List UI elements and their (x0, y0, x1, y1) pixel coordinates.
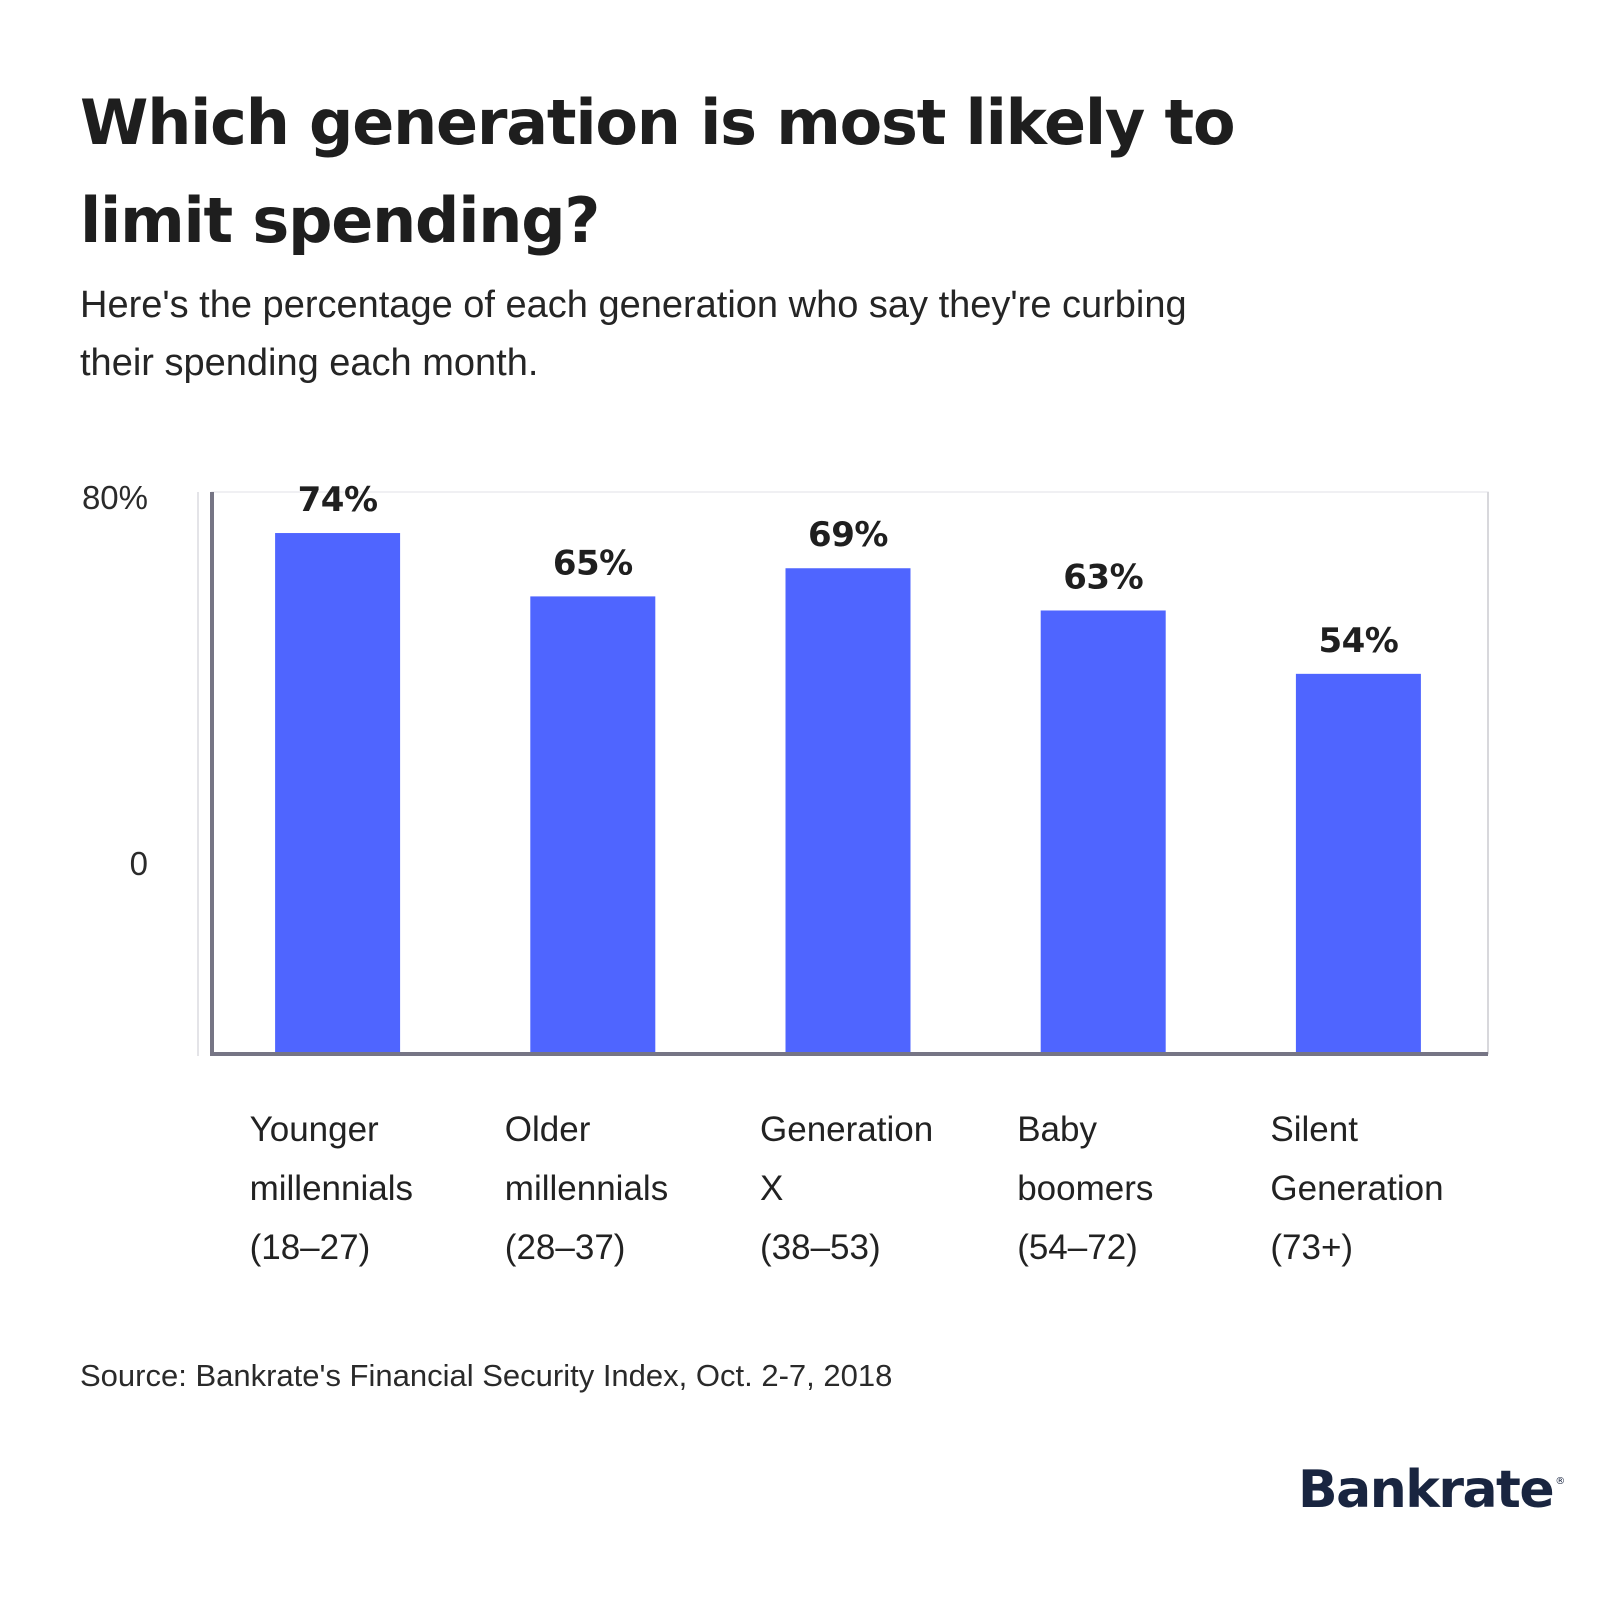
chart-subtitle: Here's the percentage of each generation… (80, 284, 1187, 384)
x-axis-labels: Younger millennials (18–27) Older millennial… (250, 1110, 1444, 1267)
x-tick-label: Silent Generation (73+) (1270, 1110, 1443, 1267)
x-tick-label: Generation X (38–53) (760, 1110, 933, 1267)
x-tick-label-line: Older (505, 1110, 591, 1149)
x-tick-label-line: Baby (1017, 1110, 1097, 1149)
x-tick-label: Older millennials (28–37) (505, 1110, 668, 1267)
bar-chart: 80% 0 74% 65% 69% 63% 54% Younger millennials (… (82, 479, 1489, 1267)
x-tick-label-line: millennials (250, 1169, 413, 1208)
y-tick-label: 0 (130, 845, 148, 882)
x-tick-label-line: (73+) (1270, 1228, 1353, 1267)
y-axis-ticks: 80% 0 (82, 479, 148, 882)
registered-mark: ® (1555, 1476, 1565, 1487)
x-tick-label-line: millennials (505, 1169, 668, 1208)
x-tick-label-line: (18–27) (250, 1228, 371, 1267)
x-tick-label-line: (38–53) (760, 1228, 881, 1267)
x-tick-label-line: boomers (1017, 1169, 1153, 1208)
value-labels: 74% 65% 69% 63% 54% (298, 480, 1399, 661)
value-label: 54% (1318, 621, 1398, 661)
bar (1295, 673, 1421, 1054)
x-tick-label: Baby boomers (54–72) (1017, 1110, 1153, 1267)
bar (785, 568, 911, 1054)
logo-text: Bankrate (1298, 1460, 1555, 1520)
x-tick-label-line: X (760, 1169, 783, 1208)
x-tick-label-line: (28–37) (505, 1228, 626, 1267)
axes (210, 492, 1488, 1056)
bankrate-logo: Bankrate ® (1298, 1460, 1565, 1520)
value-label: 74% (298, 480, 378, 520)
x-tick-label-line: Generation (1270, 1169, 1443, 1208)
x-tick-label-line: Generation (760, 1110, 933, 1149)
x-tick-label-line: Younger (250, 1110, 379, 1149)
x-tick-label-line: (54–72) (1017, 1228, 1138, 1267)
bar (1040, 610, 1166, 1054)
value-label: 69% (808, 515, 888, 555)
y-tick-label: 80% (82, 479, 148, 516)
x-tick-label: Younger millennials (18–27) (250, 1110, 413, 1267)
value-label: 65% (553, 543, 633, 583)
bar (275, 533, 401, 1054)
bars (275, 533, 1421, 1054)
value-label: 63% (1063, 557, 1143, 597)
source-note: Source: Bankrate's Financial Security In… (80, 1358, 893, 1393)
bar (530, 596, 656, 1054)
x-tick-label-line: Silent (1270, 1110, 1358, 1149)
chart-title: Which generation is most likely to limit… (80, 86, 1236, 257)
